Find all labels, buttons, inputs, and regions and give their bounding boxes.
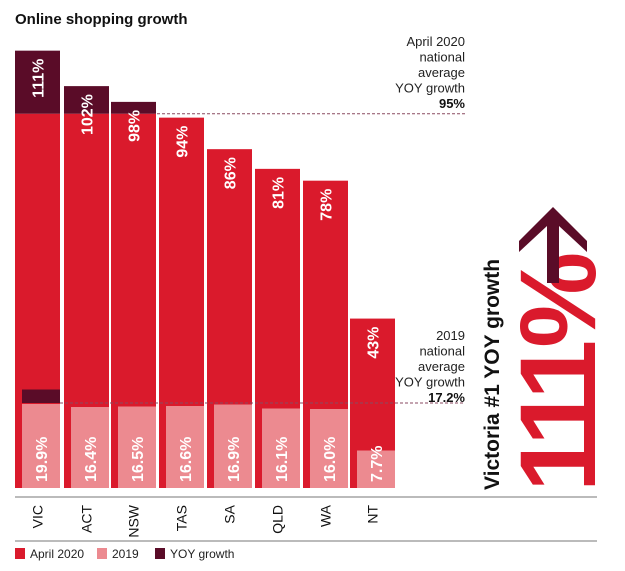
reference-label: April 2020 — [406, 34, 465, 49]
x-tick-label: QLD — [270, 505, 286, 534]
callout: Victoria #1 YOY growth 111% — [481, 207, 618, 492]
data-label-2019: 16.9% — [226, 437, 243, 482]
data-label-2019: 16.1% — [274, 437, 291, 482]
bar-2019-tas — [166, 406, 204, 488]
legend-swatch — [15, 548, 25, 559]
bar-2019-act — [71, 407, 109, 488]
legend-label: April 2020 — [30, 547, 84, 561]
legend-label: 2019 — [112, 547, 139, 561]
x-tick-label: NSW — [126, 504, 142, 537]
data-label-april-2020: 43% — [366, 327, 383, 359]
data-label-april-2020: 81% — [271, 177, 288, 209]
x-tick-label: TAS — [174, 505, 190, 531]
data-label-2019: 16.6% — [178, 437, 195, 482]
reference-value: 95% — [439, 96, 465, 111]
legend-label: YOY growth — [170, 547, 234, 561]
legend-swatch — [155, 548, 165, 559]
bars: 111% 19.9% 102% 16.4% 98% 16.5% 94% 16.6% 86% 16.… — [15, 50, 395, 489]
data-label-2019: 19.9% — [34, 437, 51, 482]
reference-label: 2019 — [436, 328, 465, 343]
data-label-april-2020: 98% — [127, 110, 144, 142]
callout-title: Victoria #1 YOY growth — [481, 259, 504, 490]
data-label-april-2020: 78% — [319, 189, 336, 221]
data-label-april-2020: 94% — [175, 126, 192, 158]
bar-yoy-growth-2019-vic — [22, 389, 60, 403]
bar-2019-nsw — [118, 406, 156, 488]
arrow-up-icon — [519, 207, 587, 283]
reference-label: YOY growth — [395, 81, 465, 96]
data-label-april-2020: 86% — [223, 157, 240, 189]
data-label-2019: 7.7% — [369, 446, 386, 482]
reference-value: 17.2% — [428, 390, 465, 405]
legend-swatch — [97, 548, 107, 559]
data-label-2019: 16.0% — [322, 437, 339, 482]
x-tick-label: SA — [222, 504, 238, 523]
bar-yoy-growth-nsw — [111, 101, 156, 114]
callout-value: 111% — [497, 254, 618, 492]
x-tick-label: ACT — [79, 505, 95, 533]
bar-yoy-growth-act — [64, 86, 109, 114]
chart-title: Online shopping growth — [15, 11, 187, 28]
reference-label: average — [418, 65, 465, 80]
bar-yoy-growth-vic — [15, 50, 60, 114]
bar-2019-qld — [262, 408, 300, 488]
bar-2019-sa — [214, 404, 252, 488]
reference-label: national — [419, 50, 465, 65]
x-tick-labels: VIC ACT NSW TAS SA QLD WA NT — [30, 504, 381, 537]
x-tick-label: NT — [365, 505, 381, 524]
bar-2019-wa — [310, 409, 348, 488]
bar-2019-nt — [357, 450, 395, 488]
reference-label: national — [419, 344, 465, 359]
bar-2019-vic — [22, 404, 60, 488]
legend: April 2020 2019 YOY growth — [15, 547, 234, 561]
data-label-april-2020: 102% — [80, 94, 97, 135]
data-label-april-2020: 111% — [31, 59, 48, 98]
reference-label: YOY growth — [395, 375, 465, 390]
x-tick-label: VIC — [30, 505, 46, 528]
data-label-2019: 16.4% — [83, 437, 100, 482]
data-label-2019: 16.5% — [130, 437, 147, 482]
reference-label: average — [418, 359, 465, 374]
x-tick-label: WA — [318, 504, 334, 527]
